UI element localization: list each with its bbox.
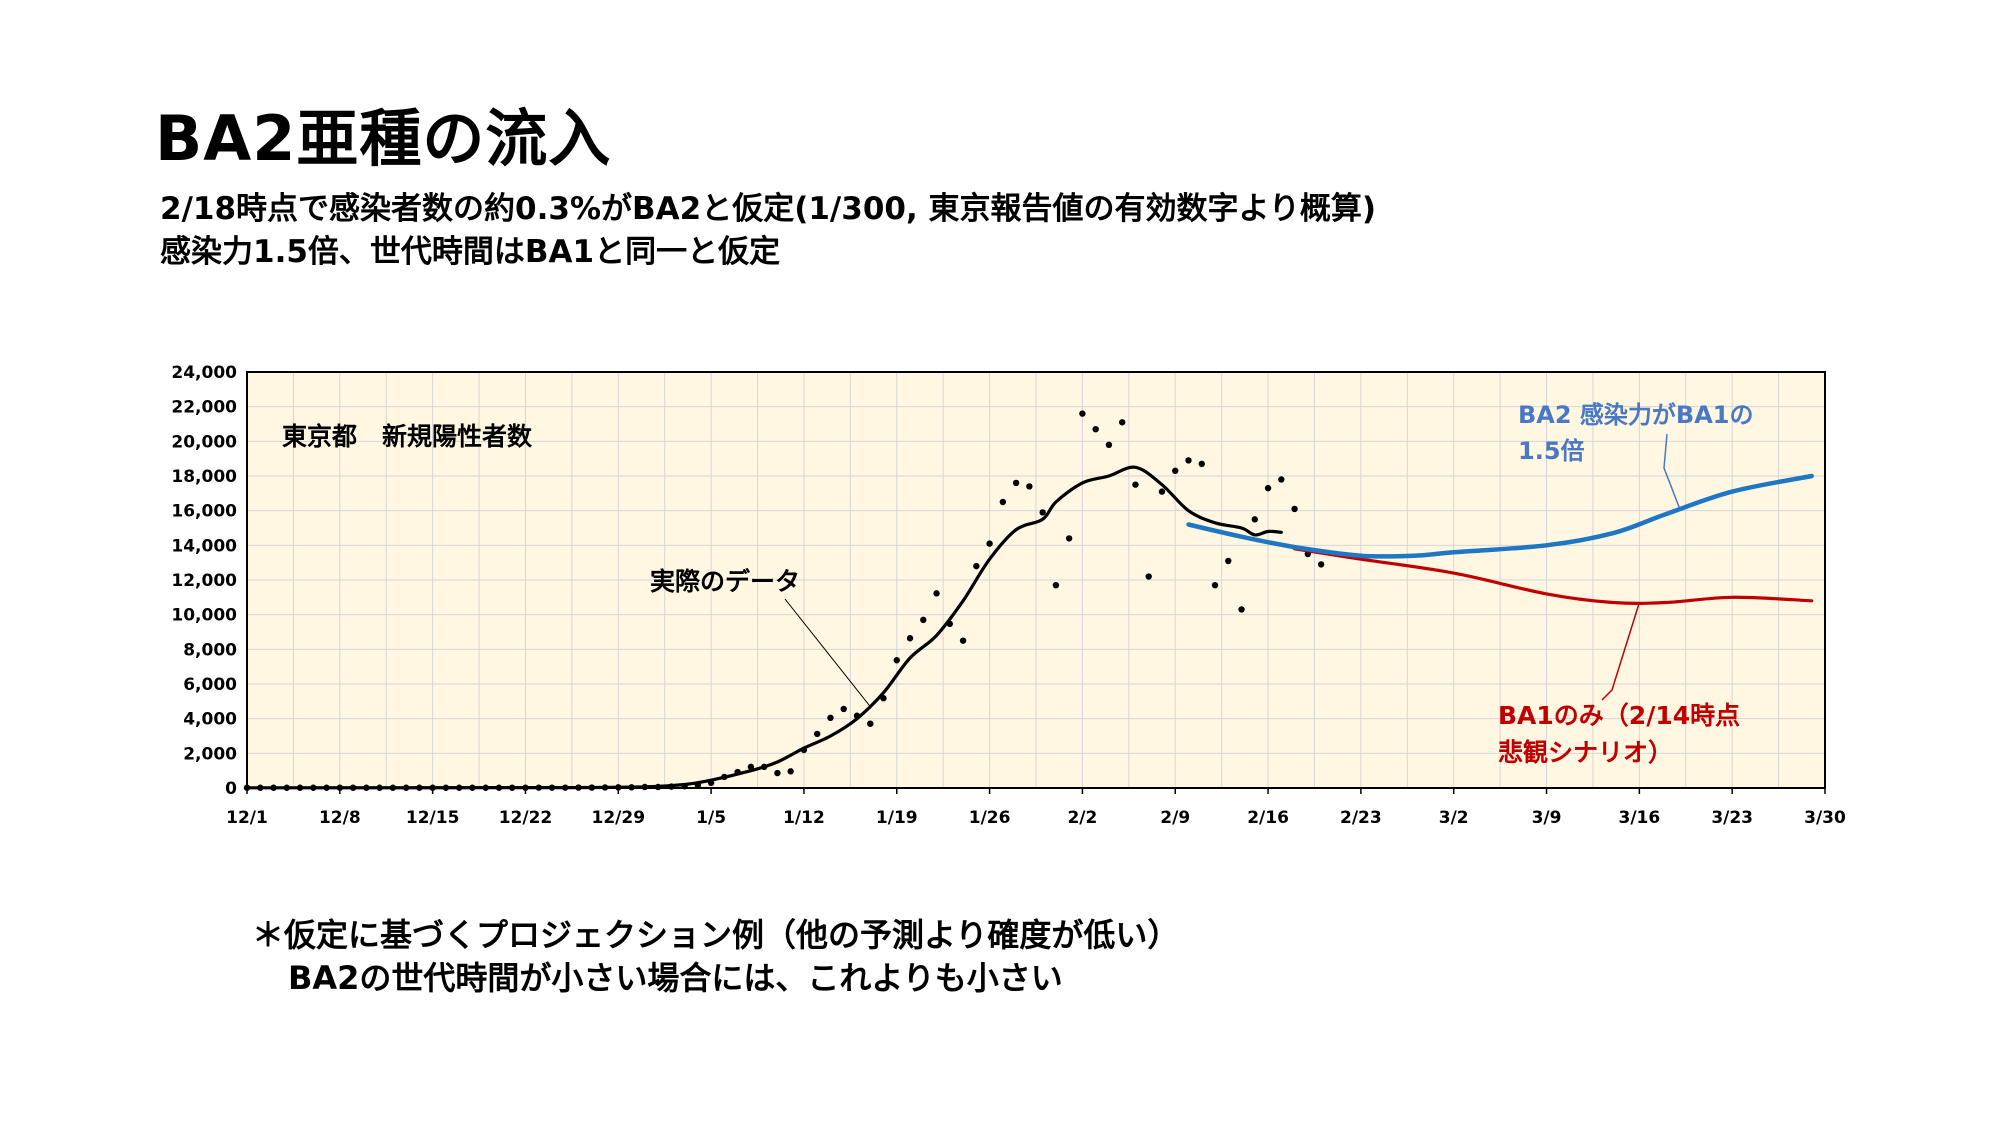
projection-note-2: BA2の世代時間が小さい場合には、これよりも小さい [288,959,1063,997]
x-tick-label: 3/16 [1619,808,1661,828]
x-tick-label: 2/9 [1160,808,1190,828]
ba2-line [1186,473,1814,559]
y-tick-label: 10,000 [171,606,237,626]
y-tick-label: 4,000 [183,710,237,730]
data-point [1198,460,1205,468]
data-point [920,616,927,624]
data-point [1238,606,1245,613]
ba1-label-line2: 悲観シナリオ） [1498,738,1673,767]
y-tick-label: 18,000 [171,467,237,487]
data-point [1172,467,1179,474]
data-point [1052,582,1060,589]
y-tick-label: 0 [225,779,237,799]
data-point [1065,535,1073,542]
data-point [774,769,781,777]
ba2-leader-line [1663,433,1680,508]
data-point [959,637,967,644]
y-tick-label: 16,000 [171,502,237,522]
y-tick-label: 24,000 [171,363,237,383]
data-point [973,562,980,570]
data-point [933,590,940,597]
ba1-leader-line [1601,602,1641,701]
x-tick-label: 12/8 [319,808,361,828]
x-tick-label: 1/12 [783,808,825,828]
data-point [840,705,847,713]
annotations: 東京都 新規陽性者数 実際のデータ BA2 感染力がBA1の 1.5倍 BA1の… [282,401,1754,767]
data-point [827,714,834,721]
y-tick-label: 12,000 [171,571,237,591]
data-point [814,730,821,738]
x-tick-label: 12/29 [592,808,646,828]
data-point [1026,483,1033,490]
data-point [1079,410,1086,417]
x-tick-label: 3/23 [1711,808,1753,828]
x-tick-label: 2/23 [1340,808,1382,828]
data-point [1185,457,1192,464]
data-point [1145,573,1152,580]
y-tick-label: 2,000 [183,744,237,764]
y-tick-label: 22,000 [171,398,237,418]
y-tick-label: 14,000 [171,536,237,556]
data-point [1317,561,1325,568]
y-tick-label: 8,000 [183,640,237,660]
slide-title: BA2亜種の流入 [155,102,612,175]
data-point [1012,479,1020,487]
slide-subtitle-1: 2/18時点で感染者数の約0.3%がBA2と仮定(1/300, 東京報告値の有効… [160,191,1377,227]
data-point [1158,488,1166,495]
ba1-only-line [1293,547,1814,605]
x-axis-tick-labels: 12/1 12/8 12/15 12/22 12/29 1/5 1/12 1/19 1/26 2/… [226,788,1846,828]
chart-inner-label: 東京都 新規陽性者数 [282,422,533,451]
x-tick-label: 1/5 [696,808,726,828]
data-point [999,498,1007,506]
actual-data-label: 実際のデータ [650,567,800,596]
actual-data-line [245,465,1283,790]
data-point [1132,481,1139,488]
data-point [747,763,755,771]
positive-cases-chart: 0 2,000 4,000 6,000 8,000 10,000 12,000 14,000 1… [171,363,1846,828]
y-axis-tick-labels: 0 2,000 4,000 6,000 8,000 10,000 12,000 14,000 1… [171,363,237,799]
x-tick-label: 2/2 [1067,808,1097,828]
actual-data-leader-line [784,598,871,707]
y-tick-label: 6,000 [183,675,237,695]
data-point [1225,557,1232,565]
data-point [986,540,993,547]
projection-note-1: ＊仮定に基づくプロジェクション例（他の予測より確度が低い） [252,916,1180,954]
x-tick-label: 2/16 [1247,808,1289,828]
data-point [867,720,874,727]
data-point [1251,516,1258,523]
data-point [1278,476,1285,483]
x-tick-label: 3/2 [1439,808,1469,828]
x-tick-label: 1/19 [876,808,918,828]
x-tick-label: 3/30 [1804,808,1846,828]
x-tick-label: 12/1 [226,808,268,828]
plot-border [246,371,1826,789]
data-point [1092,426,1099,433]
data-point [787,768,794,775]
x-tick-label: 12/15 [406,808,460,828]
data-point [1118,419,1126,426]
data-point [906,635,914,642]
data-point [1211,582,1219,589]
ba2-label-line1: BA2 感染力がBA1の [1518,401,1754,429]
data-point [1291,505,1298,513]
data-point [1264,484,1272,492]
y-tick-label: 20,000 [171,432,237,452]
x-tick-label: 1/26 [969,808,1011,828]
x-tick-label: 12/22 [499,808,553,828]
ba2-label-line2: 1.5倍 [1518,437,1585,465]
x-tick-label: 3/9 [1532,808,1562,828]
data-point [1105,441,1113,448]
data-point [1039,509,1046,516]
data-point [893,657,900,664]
slide-subtitle-2: 感染力1.5倍、世代時間はBA1と同一と仮定 [160,234,781,270]
series-lines [245,465,1814,790]
ba1-label-line1: BA1のみ（2/14時点 [1498,701,1740,730]
